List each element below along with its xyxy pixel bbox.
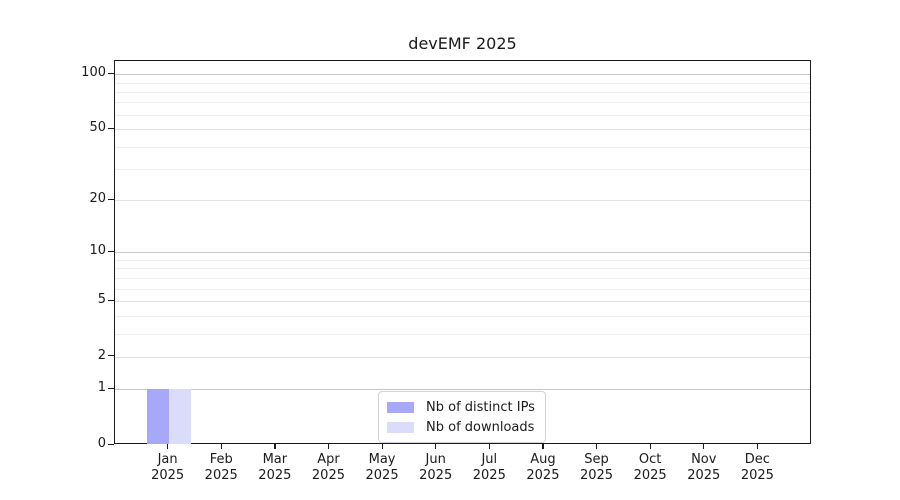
legend-item: Nb of distinct IPs bbox=[387, 397, 535, 417]
y-tick-mark bbox=[108, 299, 114, 301]
x-tick-year: 2025 bbox=[633, 468, 667, 483]
x-tick-label: Dec 2025 bbox=[729, 452, 785, 484]
gridline-minor bbox=[115, 146, 810, 148]
x-tick-label: Jan 2025 bbox=[140, 452, 196, 484]
y-tick-label: 5 bbox=[97, 292, 106, 308]
legend-item: Nb of downloads bbox=[387, 417, 535, 437]
gridline-minor bbox=[115, 333, 810, 335]
x-tick-mark bbox=[167, 444, 169, 449]
x-tick-mark bbox=[703, 444, 705, 449]
x-tick-label: May 2025 bbox=[354, 452, 410, 484]
x-tick-year: 2025 bbox=[419, 468, 453, 483]
gridline-minor bbox=[115, 91, 810, 93]
y-tick-mark bbox=[108, 72, 114, 74]
y-tick-label: 1 bbox=[97, 380, 106, 396]
x-tick-mark bbox=[274, 444, 276, 449]
x-tick-label: Jun 2025 bbox=[408, 452, 464, 484]
gridline-minor bbox=[115, 315, 810, 317]
y-tick-mark bbox=[108, 127, 114, 129]
gridline-minor bbox=[115, 102, 810, 104]
x-tick-month: Mar bbox=[262, 452, 288, 467]
x-tick-label: Apr 2025 bbox=[300, 452, 356, 484]
x-tick-month: Dec bbox=[744, 452, 770, 467]
bar-nb-of-distinct-ips bbox=[146, 389, 169, 444]
y-tick-mark bbox=[108, 387, 114, 389]
legend: Nb of distinct IPs Nb of downloads bbox=[378, 391, 546, 443]
x-tick-mark bbox=[381, 444, 383, 449]
y-tick-label: 0 bbox=[97, 436, 106, 451]
x-tick-year: 2025 bbox=[687, 468, 721, 483]
y-tick-label: 100 bbox=[81, 65, 106, 81]
gridline-10 bbox=[115, 252, 810, 254]
legend-swatch bbox=[387, 401, 414, 413]
x-tick-month: Sep bbox=[584, 452, 609, 467]
y-tick-label: 50 bbox=[89, 120, 106, 136]
x-tick-year: 2025 bbox=[258, 468, 292, 483]
x-tick-month: Feb bbox=[209, 452, 233, 467]
gridline-50 bbox=[115, 129, 810, 131]
x-tick-mark bbox=[596, 444, 598, 449]
bar-nb-of-downloads bbox=[168, 389, 191, 444]
x-tick-label: Jul 2025 bbox=[461, 452, 517, 484]
gridline-minor bbox=[115, 82, 810, 84]
y-tick-label: 2 bbox=[97, 347, 106, 363]
x-tick-year: 2025 bbox=[365, 468, 399, 483]
x-tick-month: Jul bbox=[481, 452, 498, 467]
x-tick-mark bbox=[542, 444, 544, 449]
x-tick-year: 2025 bbox=[151, 468, 185, 483]
gridline-2 bbox=[115, 356, 810, 358]
x-tick-month: Apr bbox=[317, 452, 340, 467]
plot-area: Nb of distinct IPs Nb of downloads bbox=[114, 60, 811, 444]
gridline-minor bbox=[115, 169, 810, 171]
x-tick-label: Nov 2025 bbox=[676, 452, 732, 484]
x-tick-label: Oct 2025 bbox=[622, 452, 678, 484]
x-tick-mark bbox=[220, 444, 222, 449]
x-tick-label: Mar 2025 bbox=[247, 452, 303, 484]
x-tick-label: Feb 2025 bbox=[193, 452, 249, 484]
x-tick-month: Nov bbox=[691, 452, 717, 467]
x-tick-mark bbox=[649, 444, 651, 449]
chart-title: devEMF 2025 bbox=[408, 34, 517, 53]
gridline-minor bbox=[115, 288, 810, 290]
y-tick-mark bbox=[108, 250, 114, 253]
x-tick-month: Jan bbox=[157, 452, 178, 467]
x-tick-year: 2025 bbox=[526, 468, 560, 483]
gridline-5 bbox=[115, 301, 810, 303]
x-tick-mark bbox=[435, 444, 437, 449]
x-tick-mark bbox=[756, 444, 759, 449]
y-tick-mark bbox=[108, 443, 114, 445]
x-tick-label: Sep 2025 bbox=[569, 452, 625, 484]
legend-item-label: Nb of downloads bbox=[426, 419, 535, 435]
y-tick-label: 20 bbox=[89, 191, 106, 207]
legend-swatch bbox=[387, 421, 414, 433]
x-tick-mark bbox=[488, 444, 490, 449]
gridline-100 bbox=[115, 74, 810, 76]
x-tick-month: Jun bbox=[425, 452, 446, 467]
gridline-minor bbox=[115, 268, 810, 270]
legend-item-label: Nb of distinct IPs bbox=[426, 399, 535, 415]
x-tick-year: 2025 bbox=[740, 468, 774, 483]
y-tick-mark bbox=[108, 198, 114, 201]
x-tick-year: 2025 bbox=[311, 468, 345, 483]
gridline-minor bbox=[115, 277, 810, 279]
y-tick-label: 10 bbox=[89, 243, 106, 259]
x-tick-label: Aug 2025 bbox=[515, 452, 571, 484]
x-tick-mark bbox=[327, 444, 330, 449]
gridline-20 bbox=[115, 200, 810, 202]
x-tick-month: May bbox=[368, 452, 396, 467]
x-tick-year: 2025 bbox=[472, 468, 506, 483]
gridline-1 bbox=[115, 389, 810, 391]
x-tick-month: Oct bbox=[638, 452, 662, 467]
gridline-minor bbox=[115, 259, 810, 261]
gridline-minor bbox=[115, 114, 810, 116]
x-tick-year: 2025 bbox=[204, 468, 238, 483]
y-tick-mark bbox=[108, 355, 114, 357]
x-tick-month: Aug bbox=[530, 452, 556, 467]
x-tick-year: 2025 bbox=[579, 468, 614, 483]
